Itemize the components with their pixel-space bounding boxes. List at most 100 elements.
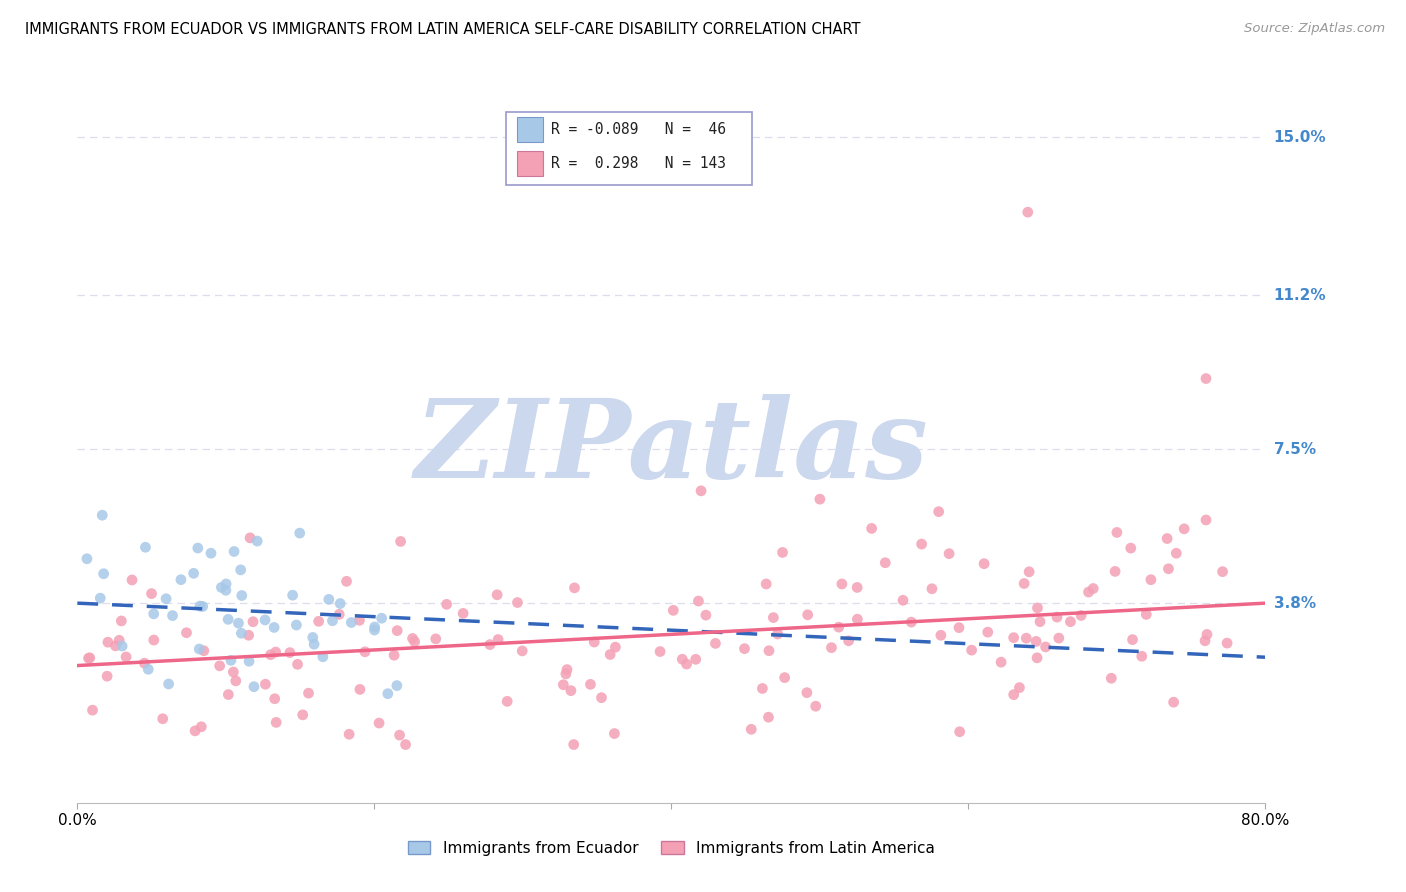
Point xyxy=(562,738,585,752)
Point xyxy=(291,707,314,722)
Point xyxy=(377,687,399,701)
Point xyxy=(1195,627,1218,641)
Point xyxy=(755,577,778,591)
Point xyxy=(1012,576,1035,591)
Text: ZIPatlas: ZIPatlas xyxy=(415,393,928,501)
Point xyxy=(1017,205,1039,219)
Point xyxy=(104,639,127,653)
Point xyxy=(111,639,134,653)
Point xyxy=(1046,610,1069,624)
Point xyxy=(960,643,983,657)
Point xyxy=(973,557,995,571)
Point xyxy=(734,641,756,656)
Point xyxy=(389,534,412,549)
Point xyxy=(838,633,860,648)
Point xyxy=(772,545,794,559)
Point xyxy=(929,628,952,642)
Point xyxy=(671,652,693,666)
Point xyxy=(675,657,697,671)
Point xyxy=(281,588,304,602)
Point xyxy=(264,715,287,730)
Point xyxy=(555,663,578,677)
Point xyxy=(1059,615,1081,629)
Point xyxy=(921,582,943,596)
Point xyxy=(337,727,360,741)
Text: Source: ZipAtlas.com: Source: ZipAtlas.com xyxy=(1244,22,1385,36)
Point xyxy=(254,677,277,691)
Point xyxy=(1015,631,1038,645)
Point xyxy=(134,541,156,555)
Point xyxy=(648,644,671,658)
Point xyxy=(875,556,897,570)
Point xyxy=(949,724,972,739)
Point xyxy=(690,483,713,498)
Point xyxy=(136,662,159,676)
Point xyxy=(108,633,131,648)
Point xyxy=(96,669,118,683)
Point xyxy=(301,631,323,645)
Point xyxy=(808,492,831,507)
Point xyxy=(591,690,613,705)
Point xyxy=(1195,513,1218,527)
Point xyxy=(704,636,727,650)
Point xyxy=(297,686,319,700)
Point xyxy=(285,618,308,632)
Point xyxy=(242,615,264,629)
Point xyxy=(1029,615,1052,629)
Point xyxy=(302,637,325,651)
Point xyxy=(219,653,242,667)
Point xyxy=(758,710,780,724)
Point xyxy=(685,652,707,666)
Legend: Immigrants from Ecuador, Immigrants from Latin America: Immigrants from Ecuador, Immigrants from… xyxy=(401,835,942,862)
Text: R =  0.298   N = 143: R = 0.298 N = 143 xyxy=(551,156,725,170)
Point xyxy=(762,610,785,624)
Point xyxy=(89,591,111,606)
Point xyxy=(263,620,285,634)
Point xyxy=(222,665,245,679)
Point xyxy=(329,597,352,611)
Point xyxy=(368,716,391,731)
Point xyxy=(751,681,773,696)
Text: 15.0%: 15.0% xyxy=(1274,130,1326,145)
Point xyxy=(231,589,253,603)
Point xyxy=(554,667,576,681)
Point xyxy=(1047,631,1070,645)
Point xyxy=(846,581,869,595)
Point xyxy=(264,645,287,659)
Point xyxy=(254,613,277,627)
Point xyxy=(349,613,371,627)
Point xyxy=(288,526,311,541)
Point xyxy=(740,723,762,737)
Point xyxy=(188,599,211,613)
Point xyxy=(335,574,357,589)
Point xyxy=(891,593,914,607)
Point xyxy=(183,566,205,581)
Point xyxy=(766,627,789,641)
Point xyxy=(246,534,269,549)
Point xyxy=(560,683,582,698)
Point xyxy=(510,644,533,658)
Point xyxy=(208,658,231,673)
Point xyxy=(451,607,474,621)
Point xyxy=(860,521,883,535)
Point xyxy=(583,635,606,649)
Point xyxy=(1104,565,1126,579)
Point xyxy=(321,614,343,628)
Point xyxy=(388,728,411,742)
Point xyxy=(846,612,869,626)
Point xyxy=(162,608,184,623)
Point xyxy=(1026,650,1049,665)
Point xyxy=(142,633,165,648)
Point xyxy=(190,720,212,734)
Point xyxy=(506,595,529,609)
Point xyxy=(1026,601,1049,615)
Point xyxy=(170,573,193,587)
Point xyxy=(564,581,586,595)
Point xyxy=(363,620,385,634)
Point xyxy=(425,632,447,646)
Point xyxy=(401,632,423,646)
Point xyxy=(200,546,222,560)
Point xyxy=(238,654,260,668)
Point xyxy=(141,586,163,600)
Point xyxy=(155,591,177,606)
